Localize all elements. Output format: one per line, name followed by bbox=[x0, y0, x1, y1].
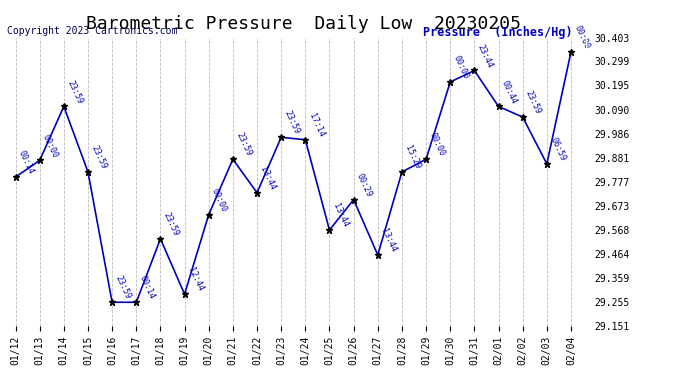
Text: Barometric Pressure  Daily Low  20230205: Barometric Pressure Daily Low 20230205 bbox=[86, 15, 521, 33]
Text: 13:44: 13:44 bbox=[259, 165, 277, 191]
Text: 17:14: 17:14 bbox=[307, 112, 326, 138]
Text: 23:59: 23:59 bbox=[66, 79, 84, 105]
Text: 23:59: 23:59 bbox=[114, 274, 132, 301]
Text: 00:14: 00:14 bbox=[138, 274, 157, 301]
Text: 13:44: 13:44 bbox=[380, 227, 398, 254]
Text: 00:29: 00:29 bbox=[355, 172, 374, 198]
Text: 00:14: 00:14 bbox=[17, 149, 36, 176]
Text: 13:44: 13:44 bbox=[331, 202, 350, 229]
Text: 23:59: 23:59 bbox=[90, 144, 108, 171]
Text: 00:00: 00:00 bbox=[573, 24, 591, 51]
Text: 23:59: 23:59 bbox=[283, 110, 302, 136]
Text: 00:00: 00:00 bbox=[210, 187, 229, 213]
Text: Pressure  (Inches/Hg): Pressure (Inches/Hg) bbox=[423, 26, 573, 39]
Text: 23:59: 23:59 bbox=[524, 89, 543, 116]
Text: Copyright 2023 Cartronics.com: Copyright 2023 Cartronics.com bbox=[7, 26, 177, 36]
Text: 23:59: 23:59 bbox=[235, 131, 253, 158]
Text: 06:59: 06:59 bbox=[549, 136, 567, 162]
Text: 00:44: 00:44 bbox=[500, 79, 519, 105]
Text: 00:00: 00:00 bbox=[41, 133, 60, 159]
Text: 23:44: 23:44 bbox=[476, 43, 495, 69]
Text: 12:44: 12:44 bbox=[186, 266, 205, 293]
Text: 00:00: 00:00 bbox=[428, 131, 446, 158]
Text: 00:00: 00:00 bbox=[452, 54, 471, 81]
Text: 23:59: 23:59 bbox=[162, 211, 181, 237]
Text: 15:29: 15:29 bbox=[404, 144, 422, 171]
